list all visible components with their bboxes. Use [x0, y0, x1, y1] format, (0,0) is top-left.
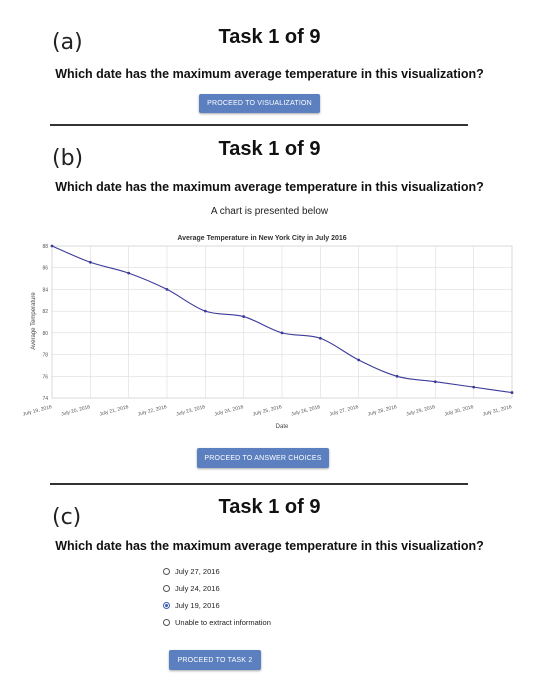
radio-button[interactable] [163, 584, 170, 592]
answer-option-label: July 19, 2016 [175, 600, 220, 610]
panel-a-label: (a) [52, 30, 83, 55]
question-a: Which date has the maximum average tempe… [55, 67, 484, 81]
data-point [203, 309, 207, 313]
y-tick-label: 84 [42, 287, 48, 293]
proceed-to-visualization-button[interactable]: PROCEED TO VISUALIZATION [199, 94, 320, 113]
answer-option[interactable]: July 27, 2016 [163, 565, 220, 577]
data-point [472, 385, 476, 389]
divider-a [50, 124, 468, 126]
data-point [395, 374, 399, 378]
y-axis-label: Average Temperature [31, 292, 37, 350]
series-points [50, 244, 514, 394]
answer-option-label: July 24, 2016 [175, 583, 220, 593]
task-title-b: Task 1 of 9 [218, 138, 321, 160]
x-axis-label: Date [276, 424, 289, 430]
x-tick-label: July 23, 2016 [176, 404, 206, 418]
x-tick-label: July 22, 2016 [137, 404, 167, 418]
data-point [127, 271, 131, 275]
x-axis-ticks: July 19, 2016 July 20, 2016 July 21, 2016 J… [22, 404, 512, 418]
proceed-to-answer-choices-button[interactable]: PROCEED TO ANSWER CHOICES [197, 448, 329, 468]
panel-b-label: (b) [52, 146, 84, 171]
x-tick-label: July 31, 2016 [482, 404, 512, 418]
y-tick-label: 74 [42, 396, 48, 402]
divider-b [50, 483, 468, 485]
y-tick-label: 86 [42, 266, 48, 272]
x-tick-label: July 25, 2016 [252, 404, 282, 418]
y-tick-label: 80 [42, 331, 48, 337]
chart-grid [51, 245, 513, 399]
data-point [88, 260, 92, 264]
answer-option-label: Unable to extract information [175, 617, 271, 627]
chart-subcaption: A chart is presented below [210, 206, 329, 217]
task-title-c: Task 1 of 9 [218, 496, 321, 518]
question-b: Which date has the maximum average tempe… [55, 180, 484, 194]
data-point [318, 336, 322, 340]
question-c: Which date has the maximum average tempe… [55, 539, 484, 553]
y-tick-label: 82 [42, 309, 48, 315]
data-point [280, 331, 284, 335]
radio-button[interactable] [163, 567, 170, 575]
x-tick-label: July 26, 2016 [291, 404, 321, 418]
chart-title: Average Temperature in New York City in … [177, 235, 346, 242]
data-point [510, 391, 514, 394]
radio-button[interactable] [163, 618, 170, 626]
data-point [242, 315, 246, 318]
x-tick-label: July 24, 2016 [214, 404, 244, 418]
x-tick-label: July 28, 2016 [367, 404, 397, 418]
panel-c-label: (c) [52, 505, 82, 530]
x-tick-label: July 30, 2016 [444, 404, 474, 418]
temperature-line-chart: Average Temperature in New York City in … [22, 235, 514, 430]
answer-option[interactable]: Unable to extract information [163, 616, 271, 628]
answer-option[interactable]: July 24, 2016 [163, 582, 220, 594]
x-tick-label: July 29, 2016 [406, 404, 436, 418]
data-point [357, 358, 361, 362]
y-tick-label: 78 [42, 353, 48, 359]
x-tick-label: July 20, 2016 [61, 404, 91, 418]
x-tick-label: July 21, 2016 [99, 404, 129, 418]
y-axis-ticks: 74 76 78 80 82 84 86 88 [42, 244, 48, 402]
x-tick-label: July 19, 2016 [22, 404, 52, 418]
data-point [165, 288, 169, 291]
data-point [433, 380, 437, 384]
radio-button[interactable] [163, 601, 170, 609]
y-tick-label: 88 [42, 244, 48, 250]
answer-option-label: July 27, 2016 [175, 566, 220, 576]
task-title-a: Task 1 of 9 [218, 26, 321, 48]
x-tick-label: July 27, 2016 [329, 404, 359, 418]
proceed-to-task-2-button[interactable]: PROCEED TO TASK 2 [169, 650, 261, 670]
y-tick-label: 76 [42, 374, 48, 380]
answer-option[interactable]: July 19, 2016 [163, 599, 220, 611]
data-point [50, 244, 54, 248]
